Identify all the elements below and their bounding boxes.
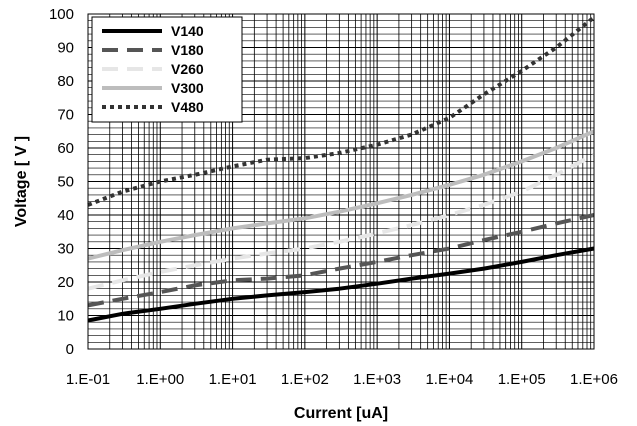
legend-label: V260 — [171, 61, 204, 77]
y-axis-title: Voltage [ V ] — [13, 136, 30, 227]
x-tick-label: 1.E+04 — [425, 371, 473, 388]
legend: V140 V180 V260 V300 V480 — [91, 16, 243, 123]
series-line-v140 — [87, 246, 595, 323]
x-tick-label: 1.E+03 — [353, 371, 401, 388]
y-tick-label: 10 — [57, 308, 74, 325]
series-line-v260 — [87, 152, 595, 291]
y-tick-label: 20 — [57, 274, 74, 291]
legend-label: V140 — [171, 23, 204, 39]
series-line-v300 — [87, 129, 595, 261]
y-tick-label: 90 — [57, 40, 74, 57]
legend-label: V480 — [171, 99, 204, 115]
plot-area-border — [87, 13, 595, 350]
x-tick-label: 1.E+05 — [498, 371, 546, 388]
y-tick-label: 50 — [57, 174, 74, 191]
y-tick-label: 80 — [57, 73, 74, 90]
y-axis-tick-labels: 0 10 20 30 40 50 60 70 80 90 100 — [49, 6, 74, 358]
x-axis-title: Current [uA] — [294, 405, 388, 422]
x-tick-label: 1.E-01 — [66, 371, 110, 388]
y-tick-label: 70 — [57, 107, 74, 124]
legend-label: V300 — [171, 80, 204, 96]
y-tick-label: 40 — [57, 207, 74, 224]
y-tick-label: 60 — [57, 140, 74, 157]
x-tick-label: 1.E+02 — [281, 371, 329, 388]
x-tick-label: 1.E+00 — [136, 371, 184, 388]
y-tick-label: 30 — [57, 241, 74, 258]
y-tick-label: 0 — [66, 341, 74, 358]
legend-label: V180 — [171, 42, 204, 58]
series-line-v480 — [87, 15, 596, 207]
x-axis-tick-labels: 1.E-01 1.E+00 1.E+01 1.E+02 1.E+03 1.E+04 1.E+… — [66, 371, 618, 388]
series-line-v180 — [87, 213, 595, 308]
y-tick-label: 100 — [49, 6, 74, 23]
x-tick-label: 1.E+01 — [209, 371, 257, 388]
x-tick-label: 1.E+06 — [570, 371, 618, 388]
series-lines — [87, 15, 596, 323]
